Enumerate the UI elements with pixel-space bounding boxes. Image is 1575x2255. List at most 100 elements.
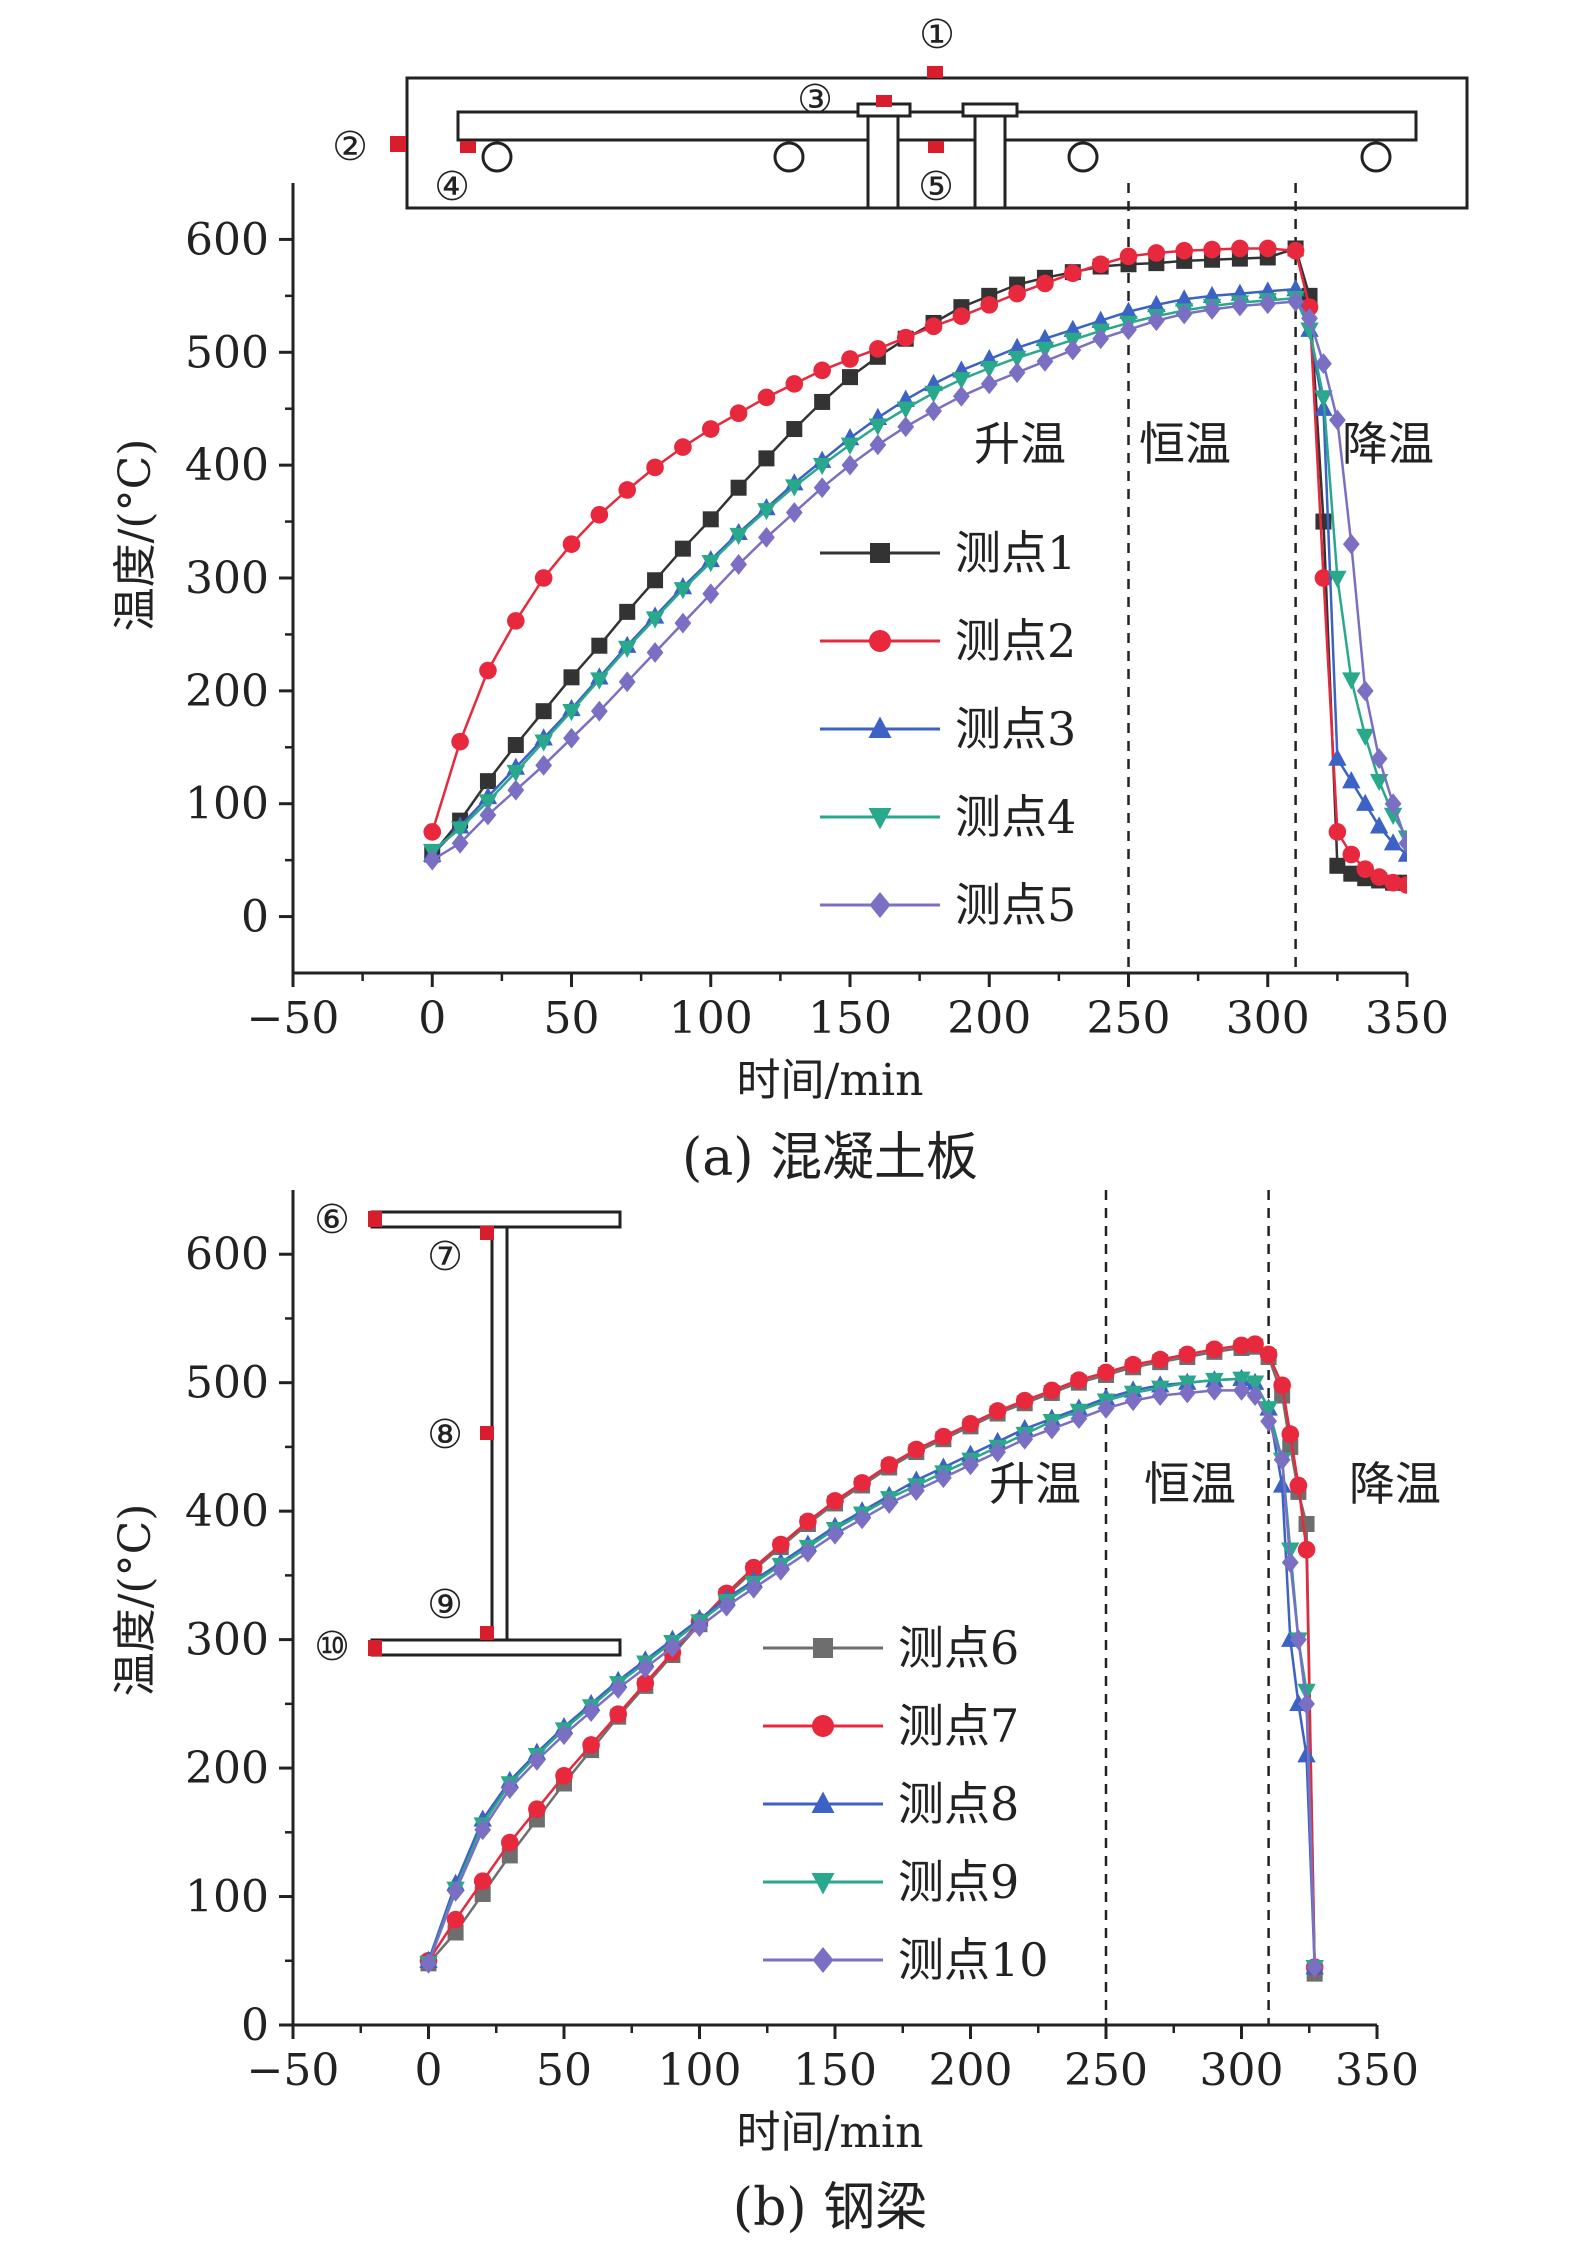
chart-a-series-2-point [1119,247,1138,266]
chart-a-ytick-label: 400 [185,440,269,491]
chart-a-legend-marker-2 [869,630,891,652]
chart-b-ytick-label: 400 [185,1486,269,1537]
slab-diagram: ① ② ③ ④ ⑤ [332,12,1469,210]
chart-a-xtick-label: 300 [1226,993,1310,1044]
chart-b-series-5-point [1246,1385,1264,1406]
chart-b-xtick-label: 300 [1200,2045,1284,2096]
chart-b-series-5-point [989,1441,1006,1463]
chart-a-series-4-point [673,582,693,600]
chart-b-ytick-label: 500 [185,1358,269,1409]
chart-b-series-2-point [934,1427,953,1446]
chart-b-series-5-point [1290,1629,1307,1651]
chart-b-series-3-point [1272,1475,1292,1493]
rebar-3 [1067,141,1099,173]
chart-a-series-1-point [591,637,608,654]
sensor-9-label: ⑨ [427,1582,463,1628]
chart-a-series-5-point [1398,832,1407,854]
sensor-6-label: ⑥ [314,1197,350,1243]
chart-b-series-5-point [609,1678,627,1699]
chart-b-series-2-point [1015,1391,1034,1410]
chart-b-legend-marker-3 [811,1791,835,1813]
chart-a-series-3-point [1369,816,1389,834]
chart-a-series-5-point [674,612,692,634]
chart-a-legend-marker-3 [868,716,892,738]
chart-b-series-2-point [1124,1355,1142,1374]
chart-b-series-5-point [935,1467,952,1489]
chart-b-series-1-point [1298,1516,1315,1532]
chart-b-series-5-point [528,1749,546,1771]
chart-b-series-5-point [772,1559,790,1581]
chart-a-series-4-point [450,821,470,839]
chart-a-series-5-point [869,434,887,456]
chart-a-series-5-point [618,671,636,693]
rebar-1 [481,141,513,173]
chart-b-series-5-point [447,1881,464,1902]
chart-a-legend-label-2: 测点2 [955,614,1076,668]
rebar-2 [773,141,805,173]
chart-a-series-5-point [1384,793,1402,815]
chart-a-series-3-point [1328,748,1347,766]
chart-a-legend-marker-5 [869,892,891,918]
chart-b-series-5-point [1273,1449,1291,1471]
chart-b-series-2-point [1097,1363,1115,1382]
chart-a-series-3-point [1383,833,1403,851]
chart-a-series-5-point [841,454,859,476]
chart-a-series-5-point [1231,295,1249,317]
chart-a-series-4-point [812,457,832,476]
chart-b-series-5-point [1178,1382,1196,1404]
chart-a-series-3-point [1397,844,1407,862]
chart-a-series-2-point [896,328,915,347]
chart-a-series-2-point [980,296,999,314]
chart-a-series-5-point [479,804,497,826]
chart-a-legend-label-4: 测点4 [955,790,1076,844]
chart-a-series-2-point [924,317,943,336]
chart-a-series-3-point [1035,328,1055,346]
chart-b-legend: 测点6 测点7 测点8 测点9 测点10 [763,1621,1049,1987]
chart-b-xtick-label: 150 [793,2045,877,2096]
chart-a-series-2-point [1398,876,1407,894]
chart-a-series-4-point [1383,807,1403,825]
chart-b-series-5-point [636,1657,654,1679]
chart-a-series-4-point [1342,672,1361,690]
chart-a-series-1-point [786,421,803,438]
chart-b-ytick-label: 100 [185,1872,269,1923]
chart-b-series-2-point [636,1674,655,1693]
sensor-3-marker [876,95,892,107]
sensor-8-marker [480,1426,494,1440]
chart-b-series-5-point [1151,1385,1169,1406]
chart-a-legend-label-5: 测点5 [955,878,1076,932]
chart-b-series-2-point [1281,1425,1300,1443]
sensor-2-label: ② [332,124,368,170]
chart-a-series-5-point [423,849,441,871]
stud-2-head [961,102,1019,118]
sensor-7-marker [480,1226,494,1240]
chart-a-series-4-point [1007,350,1027,368]
chart-b-series-5-point [962,1454,979,1476]
sensor-1-marker [927,66,943,78]
chart-b-series-5-point [420,1952,437,1974]
chart-a-series-5-point [925,400,942,422]
chart-b-series-2-point [1178,1345,1197,1364]
chart-b-series-5-point [1070,1408,1088,1430]
chart-a-ytick-label: 0 [241,892,269,943]
chart-a-series-5-point [1064,339,1082,361]
chart-a-xtick-label: 350 [1365,993,1449,1044]
chart-a-series-4-point [562,703,581,722]
chart-a-xtick-label: 0 [418,993,446,1044]
chart-a-series-5-point [1175,303,1193,325]
sensor-4-label: ④ [434,164,470,210]
slab-deck [456,110,1418,142]
chart-b-ylabel: 温度/(°C) [110,1504,161,1697]
chart-a-phase-heating: 升温 [974,417,1066,471]
chart-a-series-5-point [813,477,831,499]
chart-b-series-2-point [961,1415,980,1433]
chart-a-series-1-point [1329,857,1346,874]
chart-b: −50 0 50 100 150 200 250 300 3500100200300400500… [110,1190,1441,2238]
chart-b-series-2-point [826,1492,844,1510]
chart-b-xtick-label: 350 [1335,2045,1419,2096]
chart-a-series-4-point [618,640,637,658]
chart-b-series-2-point [907,1440,926,1459]
chart-b-series-2-point [473,1872,492,1890]
chart-b-xtick-label: −50 [247,2045,340,2096]
chart-a-series-5-point [590,700,608,722]
